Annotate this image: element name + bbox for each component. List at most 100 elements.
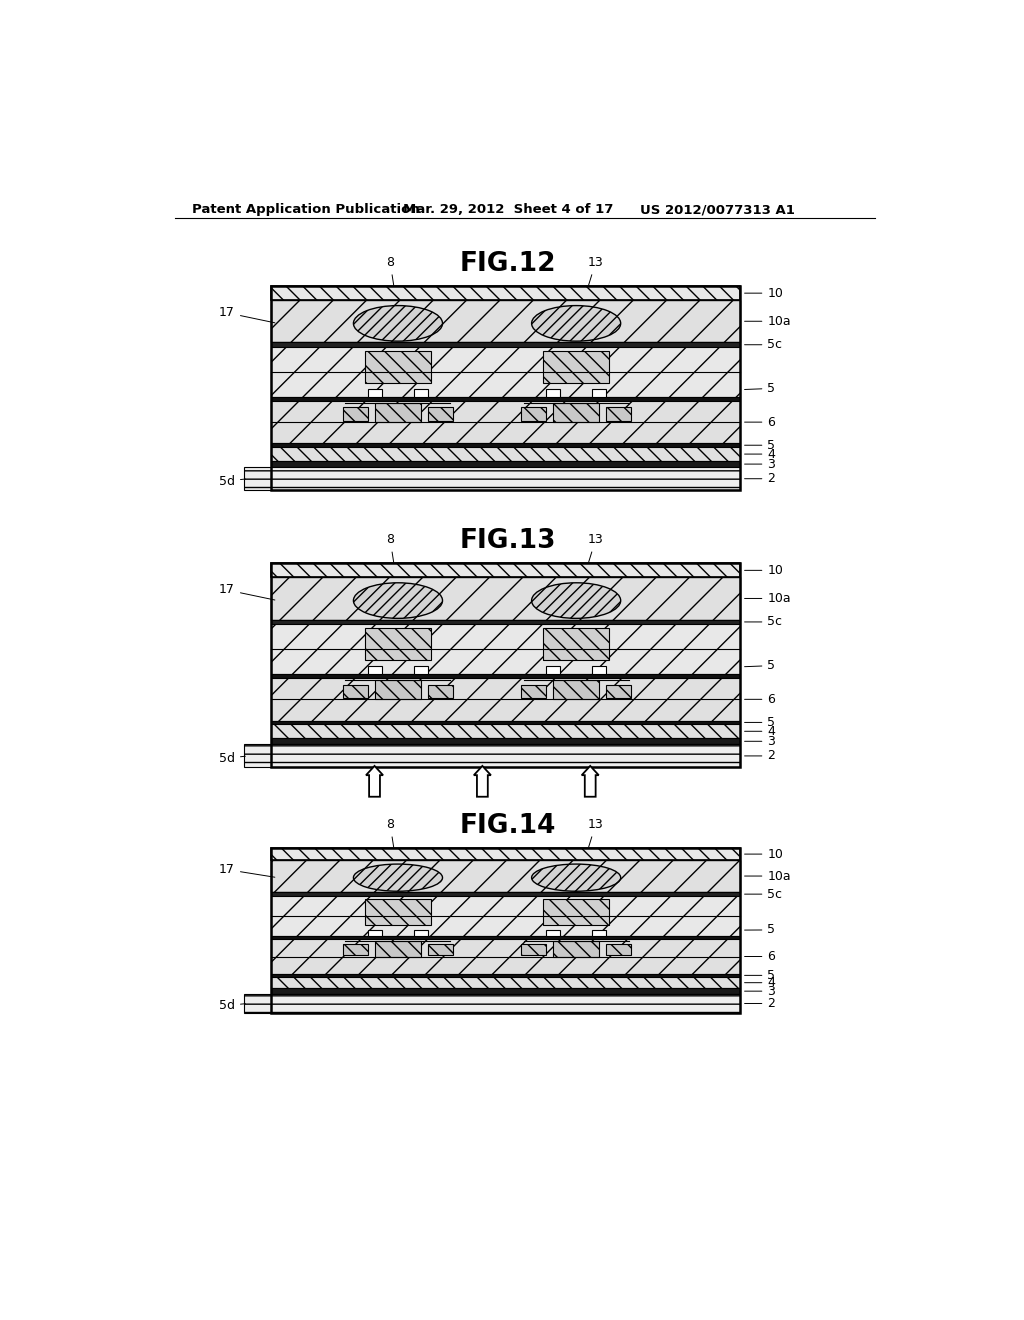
FancyArrow shape [366, 766, 383, 797]
Text: 5d: 5d [219, 999, 246, 1012]
Ellipse shape [531, 583, 621, 618]
Text: 2: 2 [744, 997, 775, 1010]
Text: FIG.12: FIG.12 [460, 251, 556, 277]
Bar [271, 447, 740, 461]
Bar [271, 577, 740, 619]
Bar [521, 408, 546, 421]
Text: US 2012/0077313 A1: US 2012/0077313 A1 [640, 203, 795, 216]
Bar [428, 408, 454, 421]
Bar [271, 564, 740, 577]
Ellipse shape [531, 865, 621, 891]
Bar [414, 667, 428, 675]
Text: 10a: 10a [744, 591, 791, 605]
Bar [271, 849, 740, 1014]
Bar [271, 936, 740, 940]
FancyArrow shape [474, 766, 490, 797]
FancyArrow shape [582, 766, 599, 797]
Bar [521, 685, 546, 698]
Ellipse shape [353, 865, 442, 891]
Bar [428, 685, 454, 698]
Bar [606, 944, 632, 956]
Bar [271, 397, 740, 401]
Text: 13: 13 [588, 818, 603, 847]
Text: 6: 6 [744, 950, 775, 964]
Bar [343, 408, 368, 421]
Text: Mar. 29, 2012  Sheet 4 of 17: Mar. 29, 2012 Sheet 4 of 17 [403, 203, 613, 216]
Bar [271, 286, 740, 490]
Text: 17: 17 [219, 583, 274, 601]
Text: 5: 5 [744, 715, 775, 729]
Bar [271, 675, 740, 678]
Bar [245, 467, 740, 490]
Text: 6: 6 [744, 693, 775, 706]
Bar [245, 744, 740, 767]
Text: 4: 4 [744, 447, 775, 461]
Text: 8: 8 [386, 818, 394, 847]
Text: 3: 3 [744, 735, 775, 748]
Bar [271, 286, 740, 300]
Bar [271, 896, 740, 936]
Bar [271, 940, 740, 974]
Bar [553, 680, 599, 700]
Text: FIG.13: FIG.13 [460, 528, 556, 554]
Bar [553, 941, 599, 957]
Text: 17: 17 [219, 863, 274, 878]
Ellipse shape [531, 306, 621, 341]
Text: 13: 13 [588, 533, 603, 562]
Bar [375, 403, 421, 422]
Text: 5: 5 [744, 381, 775, 395]
Bar [428, 944, 454, 956]
Bar [544, 899, 609, 925]
Text: 8: 8 [386, 533, 394, 562]
Text: 8: 8 [386, 256, 394, 285]
Bar [544, 628, 609, 660]
Ellipse shape [353, 583, 442, 618]
Bar [368, 929, 382, 936]
Text: 2: 2 [744, 473, 775, 486]
Bar [546, 667, 560, 675]
Bar [375, 941, 421, 957]
Bar [343, 944, 368, 956]
Text: 13: 13 [588, 256, 603, 285]
Text: 5: 5 [744, 659, 775, 672]
Text: 10: 10 [744, 847, 783, 861]
Bar [592, 667, 606, 675]
Bar [271, 859, 740, 892]
Bar [521, 944, 546, 956]
Bar [245, 994, 740, 1014]
Bar [366, 899, 431, 925]
Bar [343, 685, 368, 698]
Bar [271, 619, 740, 624]
Bar [271, 977, 740, 989]
Bar [366, 351, 431, 383]
Bar [271, 347, 740, 397]
Text: 5: 5 [744, 969, 775, 982]
Bar [271, 849, 740, 859]
Bar [271, 624, 740, 675]
Text: 10a: 10a [744, 314, 791, 327]
Bar [414, 929, 428, 936]
Bar [414, 389, 428, 397]
Text: 4: 4 [744, 725, 775, 738]
Bar [375, 680, 421, 700]
Bar [592, 929, 606, 936]
Text: 2: 2 [744, 750, 775, 763]
Bar [271, 678, 740, 721]
Bar [271, 401, 740, 444]
Text: 4: 4 [744, 977, 775, 989]
Text: 5c: 5c [744, 887, 782, 900]
Bar [592, 389, 606, 397]
Bar [546, 929, 560, 936]
Bar [368, 667, 382, 675]
Bar [271, 989, 740, 994]
Bar [553, 403, 599, 422]
Text: 5d: 5d [219, 751, 246, 764]
Bar [271, 342, 740, 347]
Text: FIG.14: FIG.14 [460, 813, 556, 840]
Ellipse shape [353, 306, 442, 341]
Text: 5: 5 [744, 438, 775, 451]
Bar [271, 300, 740, 342]
Bar [271, 738, 740, 744]
Text: 17: 17 [219, 306, 274, 323]
Bar [366, 628, 431, 660]
